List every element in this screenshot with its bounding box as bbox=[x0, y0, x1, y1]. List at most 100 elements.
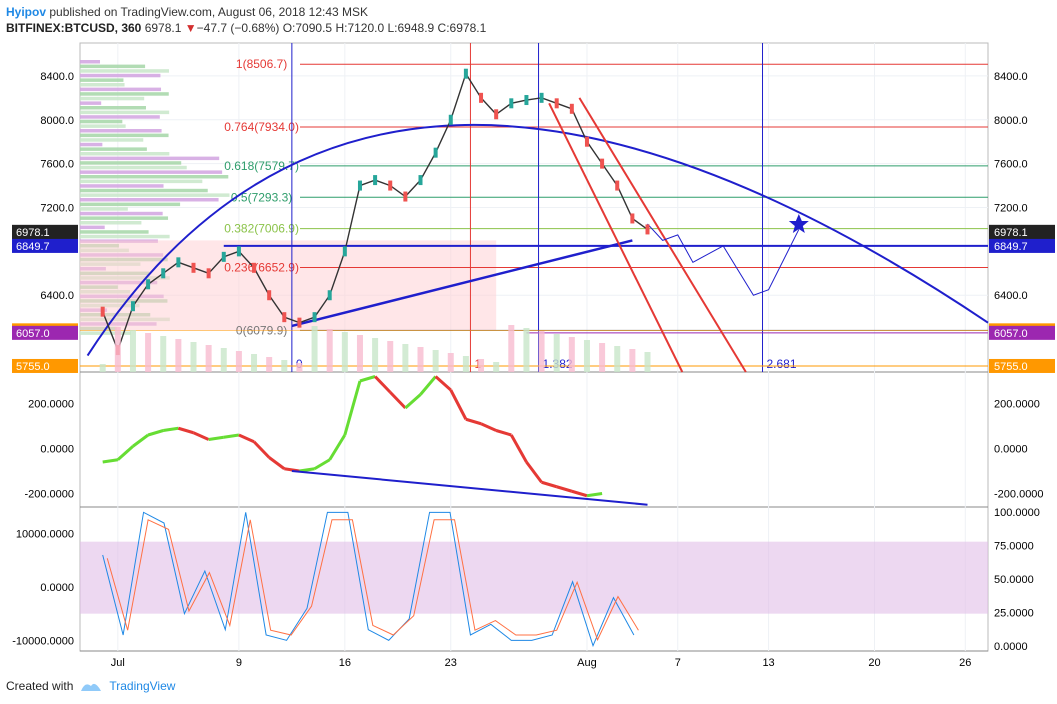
volume-bar bbox=[644, 352, 651, 372]
time-tick: 23 bbox=[445, 657, 457, 669]
oscillator-segment bbox=[116, 445, 134, 461]
published-text: published on TradingView.com, August 06,… bbox=[49, 5, 369, 19]
candle bbox=[403, 191, 408, 202]
volume-bar bbox=[341, 332, 348, 372]
volume-profile-bar bbox=[80, 198, 219, 202]
volume-profile-bar bbox=[80, 179, 203, 184]
volume-profile-bar bbox=[80, 211, 163, 216]
price-label-left: 6978.1 bbox=[16, 227, 50, 239]
last-price: 6978.1 bbox=[144, 21, 182, 35]
volume-profile-bar bbox=[80, 152, 170, 156]
candle bbox=[282, 312, 287, 323]
fib-level-label: 0.764(7934.0) bbox=[224, 120, 299, 134]
osc2-tick-right: 100.0000 bbox=[994, 507, 1040, 519]
volume-bar bbox=[266, 357, 273, 372]
candle bbox=[494, 109, 499, 120]
volume-profile-bar bbox=[80, 83, 125, 87]
volume-profile-bar bbox=[80, 69, 169, 73]
candle bbox=[630, 213, 635, 224]
volume-profile-bar bbox=[80, 87, 162, 92]
candle bbox=[342, 246, 347, 257]
volume-bar bbox=[508, 325, 515, 372]
osc1-tick-left: -200.0000 bbox=[24, 489, 74, 501]
candle bbox=[267, 290, 272, 301]
volume-profile-bar bbox=[80, 106, 146, 110]
volume-bar bbox=[311, 326, 318, 372]
volume-bar bbox=[568, 337, 575, 372]
volume-profile-bar bbox=[80, 110, 170, 115]
divergence-line bbox=[291, 470, 648, 506]
symbol-label: BITFINEX:BTCUSD, 360 bbox=[6, 21, 142, 35]
volume-profile-bar bbox=[80, 60, 100, 64]
volume-bar bbox=[114, 327, 121, 372]
time-tick: 7 bbox=[675, 657, 681, 669]
volume-profile-bar bbox=[80, 202, 181, 207]
osc2-tick-right: 75.0000 bbox=[994, 541, 1034, 553]
candle bbox=[312, 312, 317, 323]
oscillator-segment bbox=[313, 458, 331, 471]
oscillator-segment bbox=[177, 426, 194, 435]
osc2-tick-left: 0.0000 bbox=[40, 582, 74, 594]
fib-level-label: 0.236(6652.9) bbox=[224, 260, 299, 274]
price-label-bg bbox=[12, 224, 78, 239]
osc2-tick-right: 25.0000 bbox=[994, 608, 1034, 620]
volume-bar bbox=[129, 330, 136, 372]
price-tick-right: 7200.0 bbox=[994, 203, 1028, 215]
time-tick: 26 bbox=[959, 657, 971, 669]
volume-bar bbox=[145, 333, 152, 372]
price-tick-right: 7600.0 bbox=[994, 159, 1028, 171]
oscillator-segment bbox=[163, 426, 179, 432]
price-label-left: 6849.7 bbox=[16, 241, 50, 253]
candle bbox=[297, 317, 302, 328]
tradingview-link[interactable]: TradingView bbox=[109, 679, 176, 693]
price-label-right: 5755.0 bbox=[994, 361, 1028, 373]
oscillator-segment bbox=[571, 489, 588, 498]
candle bbox=[448, 114, 453, 125]
oscillator-segment bbox=[252, 440, 271, 459]
oscillator-segment bbox=[586, 492, 603, 498]
price-label-bg bbox=[989, 238, 1055, 253]
volume-bar bbox=[599, 343, 606, 372]
candle bbox=[146, 279, 151, 290]
volume-bar bbox=[629, 349, 636, 372]
candle bbox=[130, 301, 135, 312]
author-name[interactable]: Hyipov bbox=[6, 5, 47, 19]
footer: Created with TradingView bbox=[6, 679, 175, 693]
candle bbox=[479, 92, 484, 103]
price-label-right: 6978.1 bbox=[994, 227, 1028, 239]
fib-level-label: 0.5(7293.3) bbox=[231, 190, 292, 204]
oscillator-segment bbox=[238, 433, 255, 444]
volume-profile-bar bbox=[80, 92, 169, 96]
volume-bar bbox=[478, 359, 485, 372]
fib-level-label: 0.382(7006.9) bbox=[224, 222, 299, 236]
osc2-tick-left: -10000.0000 bbox=[12, 635, 74, 647]
oscillator-segment bbox=[541, 480, 558, 489]
oscillator-2 bbox=[80, 511, 988, 648]
candle bbox=[584, 136, 589, 147]
oscillator-segment bbox=[495, 429, 512, 437]
price-tick-left: 6400.0 bbox=[40, 290, 74, 302]
arc-curve bbox=[86, 124, 989, 357]
osc1-tick-left: 0.0000 bbox=[40, 444, 74, 456]
price-tick-right: 8400.0 bbox=[994, 71, 1028, 83]
time-fib-label: 2.681 bbox=[767, 357, 797, 371]
candle bbox=[524, 95, 529, 106]
chart-header: Hyipov published on TradingView.com, Aug… bbox=[6, 4, 486, 36]
oscillator-segment bbox=[525, 461, 543, 484]
volume-profile-bar bbox=[80, 147, 147, 151]
channel-line bbox=[578, 97, 747, 373]
osc1-tick-right: 0.0000 bbox=[994, 444, 1028, 456]
price-label-bg bbox=[12, 358, 78, 373]
volume-profile-bar bbox=[80, 184, 164, 188]
volume-bar bbox=[190, 342, 197, 372]
time-tick: Jul bbox=[111, 657, 125, 669]
candle bbox=[600, 158, 605, 169]
volume-bar bbox=[523, 328, 530, 372]
price-tick-left: 8000.0 bbox=[40, 115, 74, 127]
time-tick: Aug bbox=[577, 657, 597, 669]
volume-bar bbox=[372, 338, 379, 372]
volume-profile-bar bbox=[80, 124, 126, 128]
oscillator-segment bbox=[480, 422, 497, 432]
